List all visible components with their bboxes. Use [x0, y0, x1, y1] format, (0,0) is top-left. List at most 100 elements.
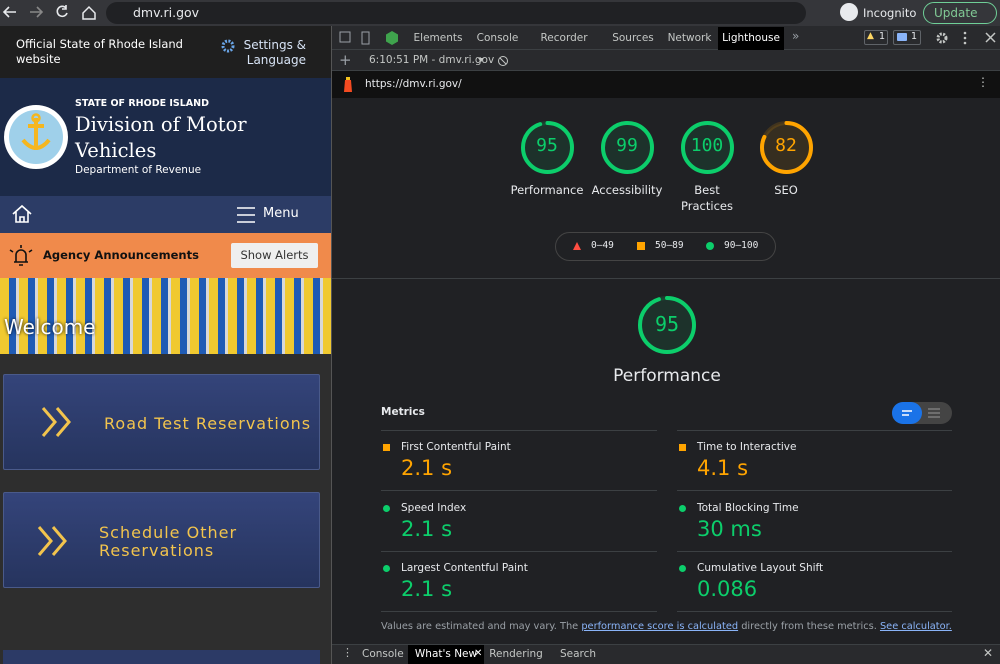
legend-label: 50–89: [655, 240, 684, 251]
url: dmv.ri.gov: [133, 5, 200, 20]
metric-marker: [679, 565, 686, 572]
gauge-arc: [520, 120, 574, 174]
devtools-tab[interactable]: Sources: [612, 32, 654, 44]
new-report-button[interactable]: +: [339, 51, 352, 69]
metric-value: 2.1 s: [401, 456, 453, 480]
gauge-arc: [680, 120, 734, 174]
metric-marker: [679, 444, 686, 451]
drawer-tab-close: ✕: [474, 648, 483, 659]
gauge: [680, 120, 734, 174]
gauge: [600, 120, 654, 174]
metric-name: Speed Index: [401, 501, 467, 514]
metric-marker: [383, 444, 390, 451]
nav-bar: [0, 196, 331, 233]
metric-name: Cumulative Layout Shift: [697, 562, 824, 574]
site-topbar: [0, 26, 331, 78]
message-count: 1: [911, 31, 918, 42]
nav-buttons[interactable]: [0, 0, 110, 26]
drawer-menu[interactable]: ⋮: [342, 646, 353, 659]
drawer-tab[interactable]: Search: [559, 648, 597, 660]
menu-button[interactable]: Menu: [263, 206, 299, 221]
menu-icon: [237, 207, 255, 223]
lighthouse-icon: [344, 77, 352, 92]
metric-value: 30 ms: [697, 516, 762, 541]
metric-name: Time to Interactive: [697, 441, 797, 453]
card[interactable]: Road Test Reservations: [3, 374, 320, 470]
devtools-tab[interactable]: Recorder: [540, 32, 588, 44]
section-title: Performance: [613, 366, 721, 386]
warning-count: 1: [879, 31, 886, 42]
more-tabs: »: [792, 29, 800, 43]
hero-image: [0, 278, 331, 354]
metric-divider: [381, 611, 657, 612]
warning-icon: ▲: [867, 31, 874, 41]
metrics-title: Metrics: [381, 406, 425, 418]
gauge-arc: [759, 120, 813, 174]
gauge-score: 95: [536, 135, 558, 157]
legend: [555, 232, 776, 261]
devtools-tab[interactable]: Console: [476, 32, 519, 44]
metric-divider: [381, 550, 657, 552]
show-alerts-button[interactable]: Show Alerts: [231, 243, 318, 268]
gauge: [638, 296, 696, 354]
report-session[interactable]: 6:10:51 PM - dmv.ri.gov: [369, 54, 495, 66]
hero-title: Welcome: [4, 315, 96, 339]
message-icon: [897, 33, 907, 41]
card-title: Schedule Other Reservations: [99, 523, 238, 560]
metric-name: Total Blocking Time: [697, 501, 799, 514]
card-title: Road Test Reservations: [104, 414, 312, 433]
devtools-controls[interactable]: [930, 28, 998, 48]
gauge-arc: [600, 120, 654, 174]
gauge: [759, 120, 813, 174]
drawer-tab[interactable]: Rendering: [489, 648, 543, 660]
url-bar: [332, 71, 1000, 98]
gauge: [520, 120, 574, 174]
metric-divider: [381, 430, 657, 431]
gauge-score: 95: [654, 312, 680, 336]
card-edge: [3, 650, 320, 664]
session-controls: [478, 56, 508, 66]
drawer-close[interactable]: ✕: [983, 646, 994, 660]
metric-value: 0.086: [697, 577, 758, 601]
metric-value: 2.1 s: [401, 577, 453, 601]
score-link[interactable]: performance score is calculated: [581, 621, 739, 632]
drawer-tab[interactable]: Console: [362, 648, 404, 660]
card[interactable]: Schedule Other Reservations: [3, 492, 320, 588]
agency-name: Division of Motor Vehicles: [75, 113, 247, 162]
devtools-tools[interactable]: [336, 29, 406, 47]
metric-marker: [679, 504, 686, 512]
devtools-tabbar: [332, 26, 1000, 50]
settings-link[interactable]: Settings & Language: [243, 38, 306, 67]
message-badge: [893, 30, 921, 45]
address-bar[interactable]: [106, 2, 806, 24]
gauge-score: 82: [775, 135, 797, 157]
legend-label: 0–49: [591, 240, 614, 251]
home-icon[interactable]: [11, 203, 33, 225]
devtools-tab[interactable]: Network: [667, 32, 712, 44]
metric-divider: [381, 490, 657, 491]
state-label: STATE OF RHODE ISLAND: [75, 98, 209, 109]
legend-marker: [706, 242, 714, 250]
gauge-label: Accessibility: [591, 183, 663, 197]
legend-marker: [637, 242, 645, 250]
update-button[interactable]: Update: [923, 2, 997, 24]
metric-divider: [677, 550, 952, 552]
department: Department of Revenue: [75, 164, 202, 176]
calculator-link[interactable]: See calculator.: [879, 621, 952, 632]
metric-divider: [677, 430, 952, 431]
gauge-label: Performance: [510, 183, 584, 197]
gauge-score: 100: [690, 135, 724, 157]
lighthouse-toolbar: [332, 50, 1000, 71]
gauge-arc: [638, 296, 696, 354]
gauge-label: SEO: [774, 183, 798, 197]
devtools-tab[interactable]: Elements: [413, 32, 463, 44]
metric-name: Largest Contentful Paint: [401, 562, 528, 574]
drawer-tab[interactable]: What's New: [408, 645, 484, 664]
devtools-tab[interactable]: Lighthouse: [718, 27, 784, 50]
metric-marker: [383, 504, 390, 512]
metric-divider: [677, 490, 952, 491]
metric-value: 2.1 s: [401, 516, 453, 541]
warning-badge: [864, 30, 888, 45]
report-menu[interactable]: ⋮: [977, 75, 989, 89]
